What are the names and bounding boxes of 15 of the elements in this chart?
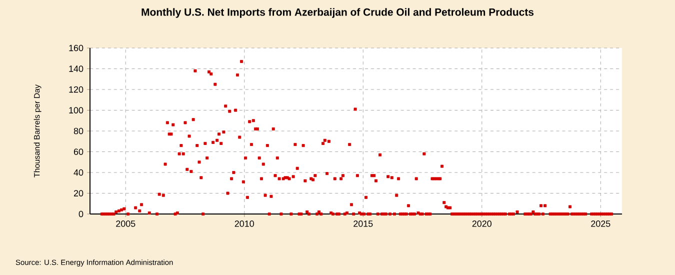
x-tick-label: 2025 [591,220,610,227]
x-tick-label: 2010 [234,220,254,227]
y-tick-label: 80 [74,128,84,134]
y-tick-label: 160 [69,44,84,52]
y-tick-label: 0 [78,210,84,218]
chart-title: Monthly U.S. Net Imports from Azerbaijan of Crude Oil and Petroleum Products [142,8,534,18]
x-tick-label: 2020 [472,220,492,227]
x-tick-label: 2015 [354,220,373,227]
y-tick-label: 100 [69,107,84,114]
y-tick-label: 140 [69,66,84,72]
x-tick-label: 2005 [116,220,136,227]
y-tick-label: 40 [74,169,84,176]
y-tick-label: 120 [69,86,84,93]
y-tick-label: 20 [74,190,84,196]
y-tick-label: 60 [74,148,84,155]
